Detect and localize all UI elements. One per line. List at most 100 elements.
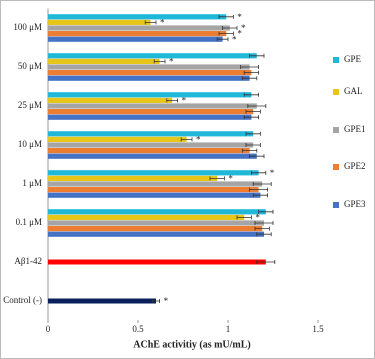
x-axis-title: AChE activitiy (as mU/mL) (133, 339, 251, 350)
significance-mark: * (228, 173, 233, 183)
bar (48, 75, 250, 81)
significance-mark: * (241, 23, 246, 33)
error-bar (242, 76, 258, 81)
error-bar (247, 104, 267, 108)
bar (48, 170, 259, 176)
bar (48, 53, 257, 59)
significance-mark: * (255, 212, 260, 222)
significance-mark: * (160, 17, 165, 27)
legend-swatch (333, 202, 339, 208)
bar (48, 259, 266, 265)
error-bar (216, 37, 229, 42)
x-tick-label: 0 (46, 324, 51, 334)
legend-label: GPE (344, 54, 362, 64)
y-tick-label: Aβ1-42 (14, 256, 42, 266)
bar (48, 103, 257, 109)
significance-mark: * (232, 34, 237, 44)
bar (48, 226, 263, 232)
y-tick-label: 10 μM (18, 139, 42, 149)
error-bar (243, 70, 259, 75)
legend-swatch (333, 127, 339, 133)
bar (48, 19, 151, 25)
legend-label: GAL (344, 86, 363, 96)
error-bar (243, 115, 259, 120)
error-bar (256, 232, 272, 237)
bar (48, 14, 227, 20)
bar (48, 214, 245, 220)
error-bar (245, 131, 261, 136)
y-tick-label: 50 μM (18, 61, 42, 71)
error-bar (209, 176, 225, 181)
error-bar (240, 65, 259, 69)
significance-mark: * (270, 168, 275, 178)
y-tick-label: 1 μM (22, 178, 42, 188)
error-bar (254, 226, 270, 231)
x-tick-label: 0.5 (132, 324, 144, 334)
bar (48, 192, 261, 198)
error-bar (254, 221, 274, 225)
error-bar (249, 187, 268, 192)
bar (48, 136, 187, 142)
error-bar (249, 154, 265, 159)
bar (48, 64, 250, 70)
y-tick-label: 100 μM (13, 22, 42, 32)
error-bar (218, 14, 234, 19)
legend-label: GPE3 (344, 199, 366, 209)
legend-label: GPE1 (344, 124, 366, 134)
bar (48, 153, 257, 159)
error-bar (218, 31, 234, 36)
error-bar (153, 59, 166, 64)
bar (48, 109, 254, 115)
x-tick-label: 1 (226, 324, 231, 334)
bar (48, 209, 266, 215)
bar (48, 31, 227, 37)
y-tick-label: 0.1 μM (16, 217, 42, 227)
bar (48, 25, 230, 31)
significance-mark: * (237, 12, 242, 22)
error-bar (152, 299, 160, 303)
error-bar (166, 98, 178, 103)
bar (48, 114, 252, 120)
bar (48, 131, 254, 137)
error-bar (258, 209, 274, 214)
y-tick-label: Control (-) (3, 295, 42, 305)
error-bar (242, 148, 258, 153)
error-bar (252, 193, 268, 198)
error-bar (245, 143, 261, 147)
bar (48, 175, 218, 181)
legend-label: GPE2 (344, 161, 366, 171)
legend-swatch (333, 89, 339, 95)
bar (48, 231, 264, 237)
error-bar (256, 260, 276, 264)
bar (48, 142, 254, 148)
significance-mark: * (196, 134, 201, 144)
bar (48, 36, 223, 42)
error-bar (222, 26, 238, 30)
bar (48, 181, 263, 187)
error-bar (249, 53, 265, 58)
bar (48, 97, 173, 103)
bar (48, 187, 259, 193)
error-bar (251, 170, 267, 175)
x-tick-label: 1.5 (312, 324, 324, 334)
y-tick-label: 25 μM (18, 100, 42, 110)
error-bar (252, 182, 272, 186)
bar (48, 58, 160, 64)
error-bar (180, 137, 193, 142)
significance-mark: * (182, 95, 187, 105)
legend-swatch (333, 57, 339, 63)
bar (48, 148, 250, 154)
error-bar (243, 92, 259, 97)
bar (48, 70, 252, 76)
legend-swatch (333, 164, 339, 170)
error-bar (144, 20, 157, 25)
bar (48, 92, 252, 98)
significance-mark: * (237, 29, 242, 39)
error-bar (245, 109, 261, 114)
bar (48, 220, 264, 226)
significance-mark: * (164, 296, 169, 306)
significance-mark: * (169, 56, 174, 66)
bar (48, 298, 156, 304)
error-bar (236, 215, 252, 220)
